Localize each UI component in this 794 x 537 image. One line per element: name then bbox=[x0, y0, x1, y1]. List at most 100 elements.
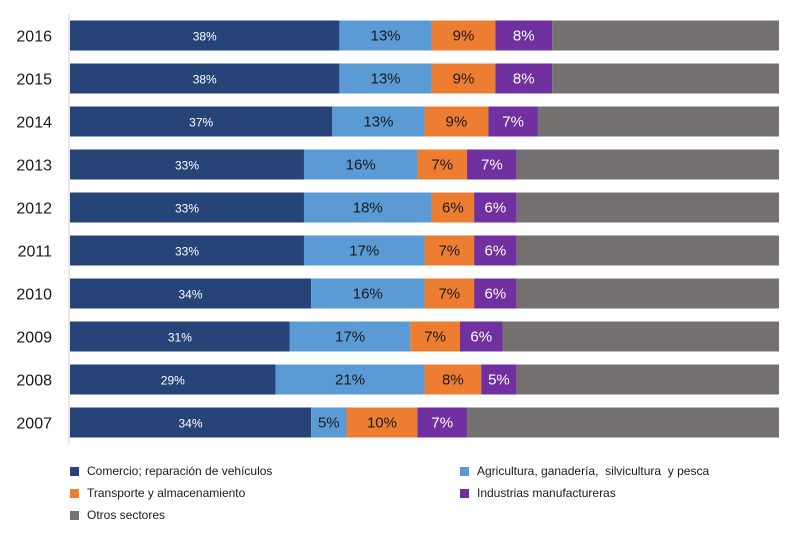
data-label-transporte-2011: 7% bbox=[438, 243, 460, 260]
legend-swatch-comercio bbox=[70, 466, 79, 476]
data-label-transporte-2012: 6% bbox=[442, 200, 464, 217]
data-label-comercio-2007: 34% bbox=[179, 417, 203, 431]
legend-swatch-transporte bbox=[70, 488, 79, 498]
bar-segment-comercio-2015 bbox=[70, 63, 340, 94]
legend-label-otros: Otros sectores bbox=[87, 508, 166, 522]
bar-segment-otros-2008 bbox=[516, 364, 779, 395]
bar-segment-otros-2007 bbox=[467, 407, 779, 438]
data-label-comercio-2008: 29% bbox=[161, 374, 185, 388]
bar-segment-agricultura-2010 bbox=[311, 278, 425, 309]
y-tick-label-2009: 2009 bbox=[16, 330, 52, 347]
bar-segment-otros-2012 bbox=[516, 192, 779, 223]
data-label-transporte-2010: 7% bbox=[438, 286, 460, 303]
data-label-industrias-2007: 7% bbox=[431, 415, 453, 432]
data-label-comercio-2010: 34% bbox=[179, 288, 203, 302]
bar-segment-comercio-2016 bbox=[70, 20, 340, 51]
bar-segment-comercio-2007 bbox=[70, 407, 312, 438]
bar-segment-comercio-2009 bbox=[70, 321, 290, 352]
bar-segment-industrias-2007 bbox=[417, 407, 468, 438]
legend-swatch-otros bbox=[70, 510, 79, 520]
y-tick-label-2015: 2015 bbox=[16, 72, 52, 89]
bar-segment-agricultura-2013 bbox=[303, 149, 418, 180]
data-label-transporte-2013: 7% bbox=[431, 157, 453, 174]
bars-group: 38% 13% 9% 8% 38% 13% 9% 8% 37% 13% 9% 7% 33% 16% 7% 7%… bbox=[70, 20, 779, 438]
y-tick-label-2016: 2016 bbox=[16, 29, 52, 46]
y-tick-label-2014: 2014 bbox=[16, 115, 52, 132]
bar-segment-comercio-2012 bbox=[70, 192, 304, 223]
bar-segment-otros-2013 bbox=[516, 149, 779, 180]
data-label-industrias-2016: 8% bbox=[513, 28, 535, 45]
bar-segment-comercio-2011 bbox=[70, 235, 304, 266]
data-label-industrias-2015: 8% bbox=[513, 71, 535, 88]
legend-label-transporte: Transporte y almacenamiento bbox=[87, 486, 246, 500]
legend-label-industrias: Industrias manufactureras bbox=[477, 486, 616, 500]
data-label-comercio-2016: 38% bbox=[193, 30, 217, 44]
bar-segment-agricultura-2007 bbox=[311, 407, 347, 438]
y-tick-label-2013: 2013 bbox=[16, 158, 52, 175]
bar-segment-industrias-2013 bbox=[467, 149, 517, 180]
legend-label-agricultura: Agricultura, ganadería, silvicultura y p… bbox=[477, 464, 710, 478]
legend-item-otros: Otros sectores bbox=[70, 508, 165, 522]
data-label-transporte-2008: 8% bbox=[442, 372, 464, 389]
bar-segment-agricultura-2009 bbox=[289, 321, 411, 352]
data-label-comercio-2011: 33% bbox=[175, 245, 199, 259]
data-label-industrias-2009: 6% bbox=[470, 329, 492, 346]
bar-segment-industrias-2010 bbox=[474, 278, 517, 309]
data-label-agricultura-2008: 21% bbox=[335, 372, 365, 389]
bar-segment-otros-2015 bbox=[552, 63, 779, 94]
bar-segment-comercio-2014 bbox=[70, 106, 333, 137]
y-axis-labels: 2016 2015 2014 2013 2012 2011 2010 2009 2008 2007 bbox=[16, 29, 52, 433]
bar-segment-otros-2009 bbox=[502, 321, 779, 352]
bar-segment-comercio-2010 bbox=[70, 278, 312, 309]
data-label-agricultura-2016: 13% bbox=[370, 28, 400, 45]
data-label-comercio-2009: 31% bbox=[168, 331, 192, 345]
y-tick-label-2008: 2008 bbox=[16, 373, 52, 390]
y-tick-label-2007: 2007 bbox=[16, 416, 52, 433]
y-tick-label-2012: 2012 bbox=[16, 201, 52, 218]
bar-segment-agricultura-2015 bbox=[339, 63, 432, 94]
data-label-comercio-2012: 33% bbox=[175, 202, 199, 216]
bar-segment-comercio-2013 bbox=[70, 149, 304, 180]
bar-segment-transporte-2014 bbox=[424, 106, 489, 137]
data-label-industrias-2012: 6% bbox=[485, 200, 507, 217]
legend: Comercio; reparación de vehículos Agricu… bbox=[70, 460, 770, 530]
data-label-comercio-2014: 37% bbox=[189, 116, 213, 130]
data-label-agricultura-2011: 17% bbox=[349, 243, 379, 260]
bar-segment-transporte-2008 bbox=[424, 364, 482, 395]
bar-segment-otros-2010 bbox=[516, 278, 779, 309]
data-label-transporte-2015: 9% bbox=[453, 71, 475, 88]
data-label-agricultura-2010: 16% bbox=[353, 286, 383, 303]
bar-segment-agricultura-2011 bbox=[303, 235, 425, 266]
data-label-agricultura-2007: 5% bbox=[318, 415, 340, 432]
bar-segment-industrias-2015 bbox=[495, 63, 553, 94]
legend-swatch-industrias bbox=[460, 488, 469, 498]
data-label-industrias-2011: 6% bbox=[485, 243, 507, 260]
bar-segment-transporte-2016 bbox=[431, 20, 496, 51]
data-label-comercio-2015: 38% bbox=[193, 73, 217, 87]
data-label-transporte-2007: 10% bbox=[367, 415, 397, 432]
data-label-industrias-2014: 7% bbox=[502, 114, 524, 131]
data-label-industrias-2013: 7% bbox=[481, 157, 503, 174]
legend-item-comercio: Comercio; reparación de vehículos bbox=[70, 464, 272, 478]
data-label-transporte-2016: 9% bbox=[453, 28, 475, 45]
bar-segment-transporte-2010 bbox=[424, 278, 475, 309]
bar-segment-industrias-2014 bbox=[488, 106, 538, 137]
bar-segment-transporte-2013 bbox=[417, 149, 468, 180]
data-label-agricultura-2014: 13% bbox=[363, 114, 393, 131]
bar-segment-comercio-2008 bbox=[70, 364, 276, 395]
legend-item-agricultura: Agricultura, ganadería, silvicultura y p… bbox=[460, 464, 709, 478]
stacked-bar-chart: 38% 13% 9% 8% 38% 13% 9% 8% 37% 13% 9% 7% 33% 16% 7% 7%… bbox=[16, 14, 779, 444]
bar-segment-agricultura-2016 bbox=[339, 20, 432, 51]
data-label-industrias-2010: 6% bbox=[485, 286, 507, 303]
data-label-agricultura-2015: 13% bbox=[370, 71, 400, 88]
bar-segment-industrias-2008 bbox=[481, 364, 517, 395]
bar-segment-industrias-2012 bbox=[474, 192, 517, 223]
bar-segment-transporte-2007 bbox=[346, 407, 418, 438]
data-label-agricultura-2009: 17% bbox=[335, 329, 365, 346]
bar-segment-otros-2016 bbox=[552, 20, 779, 51]
bar-segment-industrias-2009 bbox=[459, 321, 503, 352]
data-label-transporte-2014: 9% bbox=[446, 114, 468, 131]
y-tick-label-2010: 2010 bbox=[16, 287, 52, 304]
bar-segment-industrias-2011 bbox=[474, 235, 517, 266]
legend-item-industrias: Industrias manufactureras bbox=[460, 486, 616, 500]
